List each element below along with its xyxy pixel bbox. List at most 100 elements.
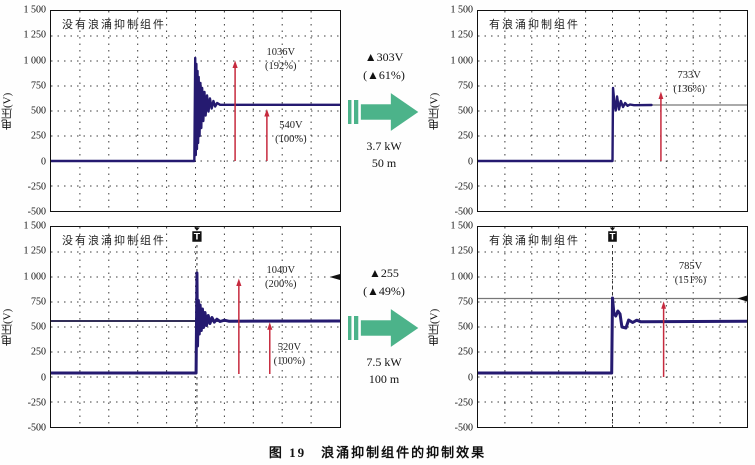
measure-arrowhead-icon [236, 278, 242, 286]
row-bottom: 电压(V) 1 500 1 250 1 000 750 500 250 0 -250 -500 T 没… [0, 221, 755, 434]
annotation-line: 540V [279, 120, 303, 131]
trigger-marker [608, 231, 617, 242]
power-label: 3.7 kW [366, 139, 402, 153]
delta-percent-label: (▲61%) [363, 67, 405, 82]
transfer-panel-bottom: ▲255 (▲49%) 7.5 kW 100 m [341, 226, 427, 428]
transfer-arrow-icon [348, 93, 419, 131]
oscilloscope-chart: 电压(V) 1 500 1 250 1 000 750 500 250 0 -250 -500 有浪… [427, 5, 748, 218]
y-tick-label: 0 [468, 156, 473, 167]
annotation-label: 785V (151%) [675, 260, 707, 287]
trigger-arrow-icon [194, 227, 200, 231]
y-tick-label: 250 [31, 346, 46, 358]
chart-title: 有浪涌抑制组件 [489, 19, 580, 31]
y-tick-label: 1 000 [23, 271, 47, 282]
y-tick-label: 750 [31, 80, 46, 92]
annotation-label: 1036V (192%) [265, 46, 297, 73]
y-tick-label: 1 250 [23, 29, 47, 41]
y-tick-label: 1 500 [450, 220, 474, 232]
chart-with-suppressor-7-5kw: 电压(V) 1 500 1 250 1 000 750 500 250 0 -250 -500 T 有… [427, 221, 748, 434]
distance-label: 50 m [371, 156, 397, 171]
y-tick-label: -500 [454, 422, 473, 434]
y-tick-label: 1 000 [450, 271, 474, 282]
y-tick-label: -250 [454, 397, 473, 409]
row-top: 电压(V) 1 500 1 250 1 000 750 500 250 0 -250 -500 没有… [0, 5, 755, 218]
plot-area: 没有浪涌抑制组件 1036V (192%) 540V (100%) [50, 10, 341, 212]
waveform-canvas: T [478, 227, 747, 427]
measure-arrowhead-icon [232, 60, 238, 68]
annotation-label: 1040V (200%) [265, 264, 297, 291]
y-tick-label: 1 500 [450, 4, 474, 16]
annotation-line: 520V [277, 342, 302, 353]
annotation-line: (192%) [265, 60, 297, 72]
y-tick-label: 500 [31, 105, 46, 117]
y-axis-ticks: 1 500 1 250 1 000 750 500 250 0 -250 -500 [15, 5, 50, 218]
delta-voltage-label: ▲303V [364, 50, 404, 65]
y-axis-ticks: 1 500 1 250 1 000 750 500 250 0 -250 -500 [15, 221, 50, 434]
grid [478, 227, 747, 427]
y-tick-label: 750 [458, 80, 473, 92]
annotation-line: 785V [678, 261, 703, 272]
grid [478, 11, 747, 211]
trigger-letter: T [194, 232, 200, 242]
annotation-line: 1036V [266, 47, 296, 58]
transfer-panel-top: ▲303V (▲61%) 3.7 kW 50 m [341, 10, 427, 212]
plot-area: T 有浪涌抑制组件 785V (151%) [477, 226, 748, 428]
waveform [51, 273, 340, 373]
y-tick-label: 1 250 [450, 245, 474, 257]
waveform-canvas [51, 11, 340, 211]
y-tick-label: 250 [458, 130, 473, 142]
annotation-line: 733V [677, 70, 701, 81]
chart-title: 没有浪涌抑制组件 [62, 19, 166, 31]
waveform-canvas [478, 11, 747, 211]
measure-arrowhead-icon [661, 301, 667, 309]
y-tick-label: 750 [31, 296, 46, 308]
chart-title: 没有浪涌抑制组件 [62, 235, 166, 247]
chart-with-suppressor-3-7kw: 电压(V) 1 500 1 250 1 000 750 500 250 0 -250 -500 有浪… [427, 5, 748, 218]
y-tick-label: 1 250 [450, 29, 474, 41]
y-tick-label: 500 [458, 105, 473, 117]
y-tick-label: 1 500 [23, 4, 47, 16]
oscilloscope-chart: 电压(V) 1 500 1 250 1 000 750 500 250 0 -250 -500 T 有… [427, 221, 748, 434]
trigger-marker [192, 231, 202, 242]
waveform [478, 298, 747, 373]
y-tick-label: 500 [31, 321, 46, 333]
y-tick-label: -500 [27, 422, 46, 434]
y-axis-title: 电压(V) [428, 92, 441, 130]
oscilloscope-chart: 电压(V) 1 500 1 250 1 000 750 500 250 0 -250 -500 没有… [0, 5, 341, 218]
y-axis-title: 电压(V) [1, 308, 14, 346]
y-tick-label: -250 [27, 397, 46, 409]
y-tick-label: 1 500 [23, 220, 47, 232]
figure-caption: 图 19 浪涌抑制组件的抑制效果 [268, 445, 487, 460]
y-tick-label: 500 [458, 321, 473, 333]
y-tick-label: -500 [454, 206, 473, 218]
waveform [478, 88, 652, 161]
edge-marker-icon [737, 295, 747, 302]
y-tick-label: -250 [27, 181, 46, 193]
annotation-label: 520V (100%) [274, 341, 306, 368]
measure-arrowhead-icon [264, 109, 270, 117]
y-tick-label: 1 250 [23, 245, 47, 257]
trigger-arrow-icon [609, 227, 616, 231]
delta-voltage-label: ▲255 [369, 266, 399, 281]
y-tick-label: 0 [468, 372, 473, 383]
y-axis-title: 电压(V) [428, 308, 441, 346]
y-tick-label: 250 [458, 346, 473, 358]
y-tick-label: 0 [41, 156, 46, 167]
plot-area: 有浪涌抑制组件 733V (136%) [477, 10, 748, 212]
power-label: 7.5 kW [366, 355, 402, 369]
y-tick-label: 1 000 [450, 55, 474, 66]
chart-no-suppressor-3-7kw: 电压(V) 1 500 1 250 1 000 750 500 250 0 -250 -500 没有… [0, 5, 341, 218]
y-tick-label: 750 [458, 296, 473, 308]
annotation-line: (100%) [275, 133, 307, 145]
chart-no-suppressor-7-5kw: 电压(V) 1 500 1 250 1 000 750 500 250 0 -250 -500 T 没… [0, 221, 341, 434]
y-tick-label: -500 [27, 206, 46, 218]
waveform-canvas: T [51, 227, 340, 427]
waveform [51, 58, 340, 161]
y-tick-label: 250 [31, 130, 46, 142]
oscilloscope-chart: 电压(V) 1 500 1 250 1 000 750 500 250 0 -250 -500 T 没… [0, 221, 341, 434]
edge-marker-icon [329, 274, 340, 280]
annotation-label: 733V (136%) [673, 69, 705, 96]
measure-arrowhead-icon [658, 91, 664, 99]
chart-title: 有浪涌抑制组件 [489, 235, 580, 247]
